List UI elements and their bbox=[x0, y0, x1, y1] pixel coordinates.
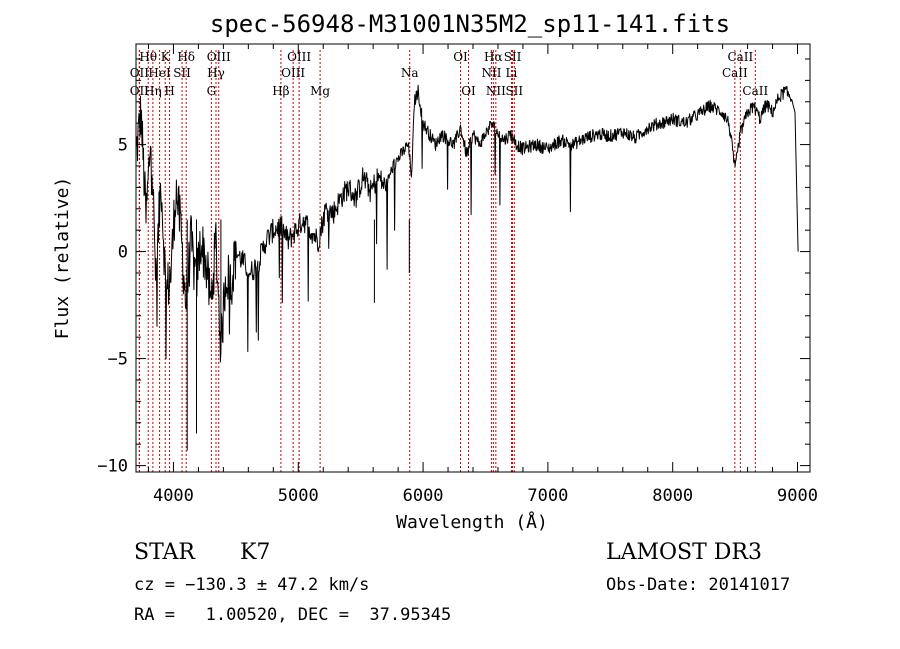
y-tick-label: −10 bbox=[97, 457, 128, 477]
emission-label-21: NII bbox=[486, 84, 506, 98]
emission-label-9: OIII bbox=[207, 50, 231, 64]
emission-label-1: Hη bbox=[144, 84, 162, 98]
emission-label-5: K bbox=[161, 50, 171, 64]
emission-label-17: OI bbox=[453, 50, 468, 64]
emission-label-25: CaII bbox=[727, 50, 753, 64]
survey-name: LAMOST DR3 bbox=[606, 540, 762, 565]
emission-label-8: Hδ bbox=[177, 50, 195, 64]
x-tick-label: 5000 bbox=[278, 486, 319, 506]
emission-line-markers bbox=[138, 50, 756, 472]
x-tick-label: 4000 bbox=[153, 486, 194, 506]
emission-label-7: SII bbox=[173, 66, 191, 80]
emission-label-13: OIII bbox=[287, 50, 311, 64]
x-tick-label: 6000 bbox=[403, 486, 444, 506]
object-subclass: K7 bbox=[240, 540, 270, 565]
emission-label-14: OIII bbox=[281, 66, 305, 80]
y-tick-label: 0 bbox=[118, 243, 128, 263]
emission-label-22: SII bbox=[504, 50, 522, 64]
emission-label-10: Hγ bbox=[207, 66, 225, 80]
emission-label-26: CaII bbox=[722, 66, 748, 80]
emission-label-19: Hα bbox=[484, 50, 503, 64]
emission-label-15: Mg bbox=[310, 84, 330, 98]
emission-label-20: NII bbox=[481, 66, 501, 80]
x-axis-label: Wavelength (Å) bbox=[396, 511, 548, 533]
emission-label-18: OI bbox=[461, 84, 476, 98]
redshift-cz: cz = −130.3 ± 47.2 km/s bbox=[134, 575, 369, 595]
emission-label-3: OII bbox=[130, 84, 150, 98]
emission-label-16: Na bbox=[401, 66, 419, 80]
y-axis-label: Flux (relative) bbox=[52, 177, 73, 340]
emission-label-23: Li bbox=[506, 66, 518, 80]
ra-dec-coords: RA = 1.00520, DEC = 37.95345 bbox=[134, 605, 451, 625]
plot-title: spec-56948-M31001N35M2_sp11-141.fits bbox=[210, 10, 730, 38]
spectrum-line bbox=[135, 84, 799, 451]
emission-label-4: HeI bbox=[148, 66, 171, 80]
emission-label-2: OII bbox=[130, 66, 150, 80]
emission-label-12: Hβ bbox=[272, 84, 289, 98]
x-tick-label: 8000 bbox=[652, 486, 693, 506]
object-class: STAR bbox=[134, 540, 196, 565]
y-tick-label: 5 bbox=[118, 136, 128, 156]
emission-label-24: SII bbox=[505, 84, 523, 98]
x-tick-label: 7000 bbox=[527, 486, 568, 506]
y-axis-ticks: −10 −5 0 5 bbox=[97, 58, 810, 477]
y-tick-label: −5 bbox=[108, 350, 128, 370]
x-tick-label: 9000 bbox=[777, 486, 818, 506]
emission-label-6: H bbox=[164, 84, 174, 98]
observation-date: Obs-Date: 20141017 bbox=[606, 575, 790, 595]
emission-label-27: CaII bbox=[742, 84, 768, 98]
x-axis-ticks: 4000 5000 6000 7000 8000 9000 bbox=[147, 44, 818, 506]
emission-label-11: G bbox=[207, 84, 217, 98]
emission-label-0: Hθ bbox=[139, 50, 157, 64]
